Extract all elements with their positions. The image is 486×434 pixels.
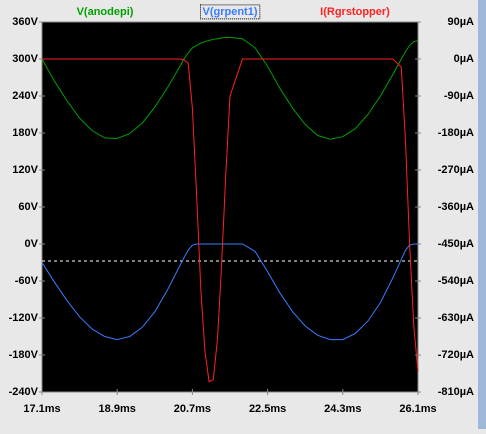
x-tick-label: 20.7ms xyxy=(174,403,211,415)
y-tick-label: 360V xyxy=(12,16,38,28)
legend-label: V(grpent1) xyxy=(203,6,258,18)
y-tick-label: 240V xyxy=(12,90,38,102)
y-tick-label: -60V xyxy=(15,275,39,287)
y2-tick-label: -360µA xyxy=(438,201,474,213)
y2-tick-label: -450µA xyxy=(438,238,474,250)
y-tick-label: 120V xyxy=(12,164,38,176)
y-tick-label: -240V xyxy=(9,386,39,398)
x-tick-label: 26.1ms xyxy=(399,403,436,415)
y2-tick-label: -180µA xyxy=(438,127,474,139)
y-tick-label: -180V xyxy=(9,349,39,361)
window-frame xyxy=(478,0,486,429)
plot-area xyxy=(41,21,419,393)
y2-tick-label: 90µA xyxy=(447,16,474,28)
legend-selection xyxy=(200,4,261,20)
y2-tick-label: -540µA xyxy=(438,275,474,287)
y-tick-label: 60V xyxy=(18,201,38,213)
legend-label: V(anodepi) xyxy=(77,6,134,18)
x-tick-label: 22.5ms xyxy=(249,403,286,415)
y-tick-label: 0V xyxy=(25,238,39,250)
series-line xyxy=(41,243,418,341)
series-line xyxy=(41,36,419,140)
y2-tick-label: -90µA xyxy=(444,90,474,102)
y-tick-label: 300V xyxy=(12,53,38,65)
y2-tick-label: -720µA xyxy=(438,349,474,361)
y2-tick-label: -810µA xyxy=(438,386,474,398)
series-line xyxy=(42,58,419,383)
y2-tick-label: -270µA xyxy=(438,164,474,176)
x-tick-label: 17.1ms xyxy=(23,403,60,415)
legend-label: I(Rgrstopper) xyxy=(320,6,390,18)
y2-tick-label: 0µA xyxy=(454,53,474,65)
x-tick-label: 18.9ms xyxy=(99,403,136,415)
y2-tick-label: -630µA xyxy=(438,312,474,324)
y-tick-label: 180V xyxy=(12,127,38,139)
y-tick-label: -120V xyxy=(9,312,39,324)
x-tick-label: 24.3ms xyxy=(324,403,361,415)
